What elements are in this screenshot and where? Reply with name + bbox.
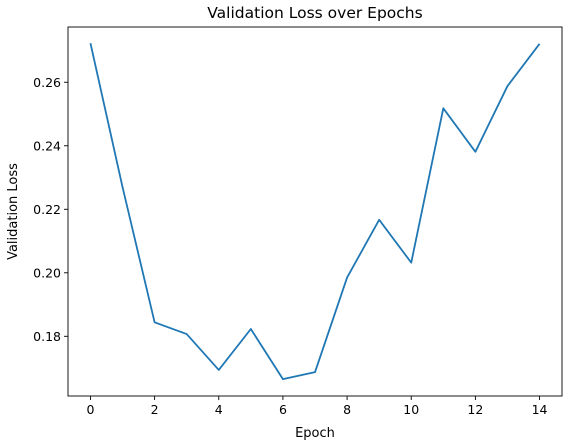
x-axis-label: Epoch [295,426,335,441]
y-tick-label: 0.26 [33,75,61,90]
y-tick-label: 0.22 [33,202,61,217]
plot-area [68,27,562,396]
x-tick-label: 4 [215,402,223,417]
x-tick-label: 0 [86,402,94,417]
x-tick-label: 8 [343,402,351,417]
series-line [90,43,539,379]
y-axis-label: Validation Loss [6,163,21,260]
chart-title: Validation Loss over Epochs [207,4,422,22]
x-axis: 0 2 4 6 8 10 12 14 [86,396,547,417]
x-tick-label: 6 [279,402,287,417]
y-axis: 0.18 0.20 0.22 0.24 0.26 [33,75,68,344]
y-tick-label: 0.20 [33,265,61,280]
x-tick-label: 10 [403,402,419,417]
y-tick-label: 0.18 [33,329,61,344]
x-tick-label: 14 [532,402,548,417]
x-tick-label: 2 [151,402,159,417]
y-tick-label: 0.24 [33,138,61,153]
x-tick-label: 12 [467,402,483,417]
series-layer [90,43,539,379]
